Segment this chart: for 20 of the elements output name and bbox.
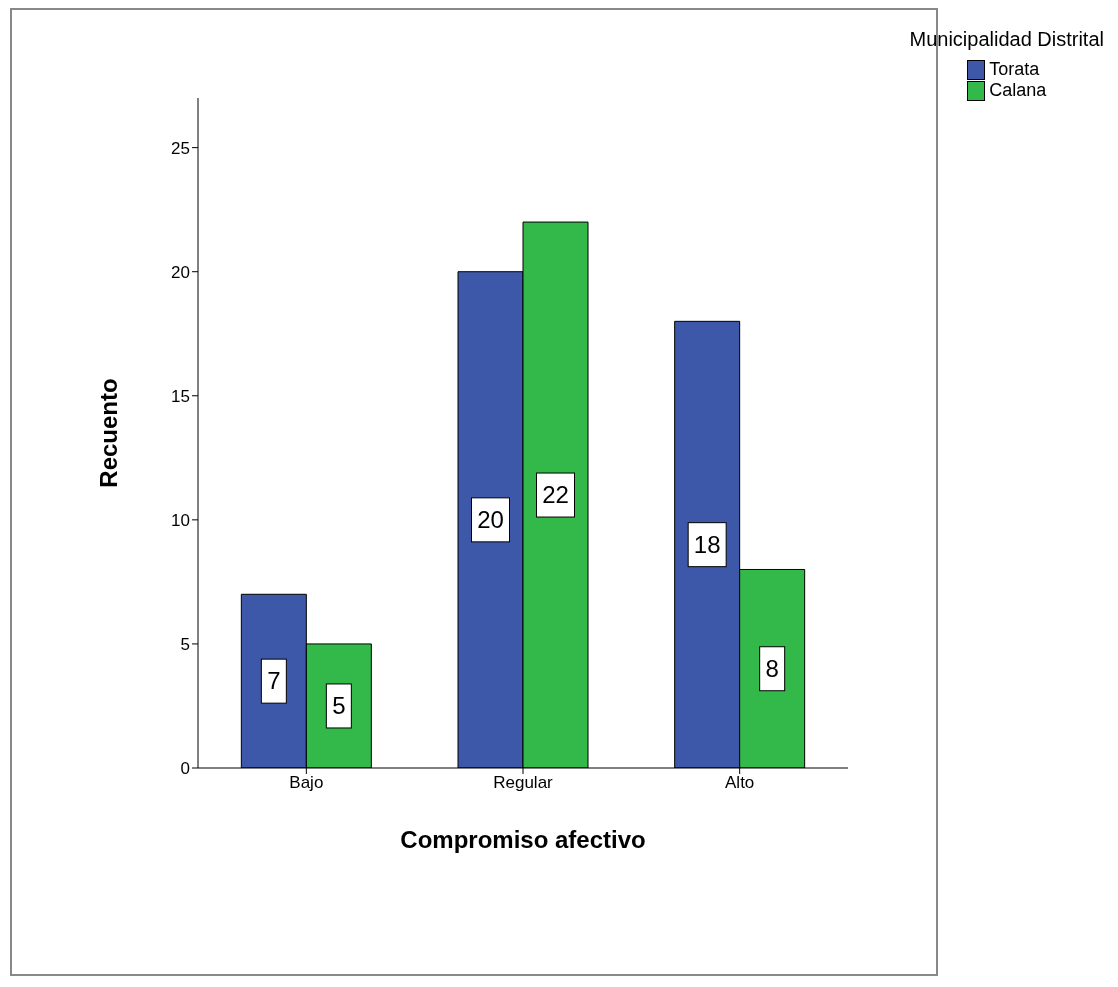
- y-tick-label: 15: [171, 386, 190, 406]
- data-label: 20: [477, 505, 504, 533]
- legend-label: Torata: [988, 59, 1041, 80]
- x-tick-label: Regular: [493, 773, 554, 793]
- data-label: 18: [693, 530, 721, 558]
- y-tick-label: 20: [171, 262, 190, 282]
- legend-label: Calana: [988, 80, 1047, 101]
- y-tick-label: 25: [171, 138, 190, 158]
- data-label: 22: [542, 481, 569, 509]
- data-label: 8: [765, 654, 779, 682]
- y-axis-title: Recuento: [94, 378, 122, 488]
- y-tick-label: 5: [180, 634, 190, 654]
- data-label: 5: [332, 691, 346, 719]
- y-tick-label: 0: [180, 759, 190, 779]
- x-axis-title: Compromiso afectivo: [400, 826, 646, 853]
- legend-title: Municipalidad Distrital: [909, 28, 1104, 51]
- x-tick-label: Bajo: [289, 773, 324, 793]
- y-tick-label: 10: [171, 510, 190, 530]
- data-label: 7: [267, 667, 281, 695]
- x-tick-label: Alto: [725, 773, 755, 793]
